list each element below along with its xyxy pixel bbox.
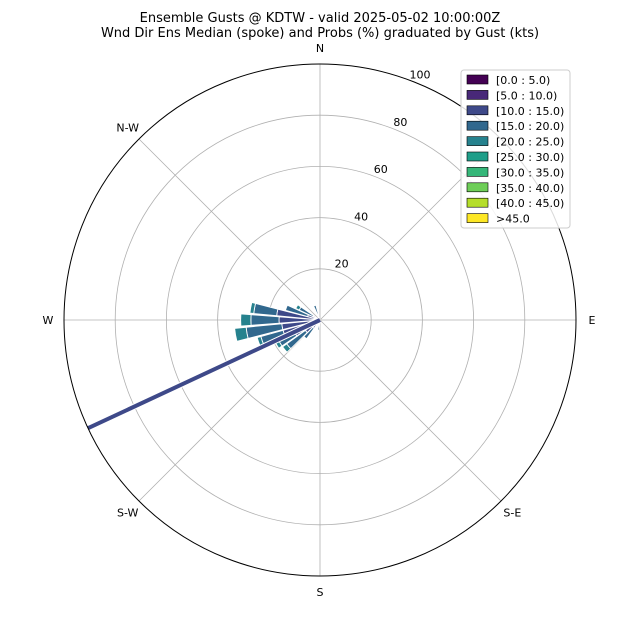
legend-swatch <box>466 182 489 193</box>
legend-swatch <box>466 105 489 116</box>
legend-label: [15.0 : 20.0) <box>496 120 564 133</box>
direction-label: S <box>317 586 324 599</box>
direction-label: E <box>589 314 596 327</box>
direction-label: W <box>43 314 54 327</box>
rose-bar <box>240 313 252 327</box>
rose-bar <box>250 314 280 326</box>
direction-label: N <box>316 42 324 55</box>
legend-label: [5.0 : 10.0) <box>496 89 557 102</box>
legend-label: [0.0 : 5.0) <box>496 74 550 87</box>
legend-swatch <box>466 136 489 146</box>
direction-label: N-W <box>116 122 139 135</box>
legend-swatch <box>466 120 489 131</box>
legend-swatch <box>466 74 489 85</box>
legend-label: [35.0 : 40.0) <box>496 182 564 195</box>
rose-bar <box>316 324 320 331</box>
chart-title: Ensemble Gusts @ KDTW - valid 2025-05-02… <box>139 11 501 26</box>
radial-tick-label: 100 <box>409 68 430 81</box>
median-spoke <box>87 318 321 431</box>
radial-tick-label: 40 <box>354 210 368 223</box>
legend-label: [40.0 : 45.0) <box>496 197 564 210</box>
rose-bar <box>234 326 249 342</box>
legend-label: [25.0 : 30.0) <box>496 151 564 164</box>
rose-bar <box>295 304 302 311</box>
chart-subtitle: Wnd Dir Ens Median (spoke) and Probs (%)… <box>100 26 540 41</box>
legend: [0.0 : 5.0) [5.0 : 10.0) [10.0 : 15.0) [15.… <box>460 69 571 229</box>
direction-label: S-E <box>503 506 521 519</box>
legend-label: >45.0 <box>496 213 530 226</box>
angular-grid-line <box>138 138 321 321</box>
legend-swatch <box>466 197 489 208</box>
legend-label: [20.0 : 25.0) <box>496 136 564 149</box>
rose-bar <box>253 302 279 317</box>
rose-bar <box>249 301 257 314</box>
rose-bar <box>303 326 315 340</box>
rose-bar <box>313 304 320 316</box>
radial-tick-label: 20 <box>335 258 349 271</box>
rose-bar <box>284 304 309 318</box>
legend-label: [10.0 : 15.0) <box>496 105 564 118</box>
legend-swatch <box>466 167 489 177</box>
polar-frame <box>63 63 577 577</box>
direction-label: S-W <box>117 506 139 519</box>
legend-swatch <box>466 90 489 100</box>
legend-swatch <box>466 151 489 162</box>
rose-bar <box>281 343 292 353</box>
radial-tick-label: 60 <box>374 163 388 176</box>
angular-grid-line <box>319 319 502 502</box>
legend-label: [30.0 : 35.0) <box>496 166 564 179</box>
legend-swatch <box>466 213 489 223</box>
radial-tick-label: 80 <box>393 116 407 129</box>
